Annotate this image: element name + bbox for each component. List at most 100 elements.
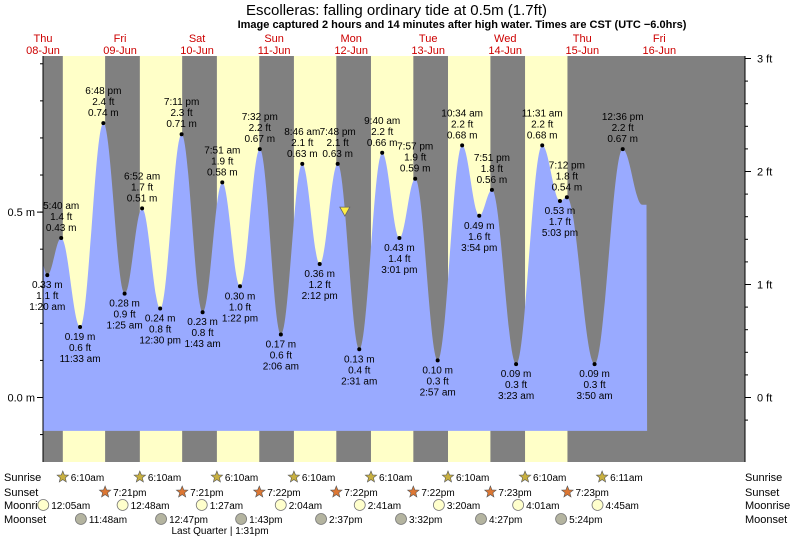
moonrise-moon-icon (432, 499, 445, 511)
tide-time: 11:31 am (522, 108, 563, 119)
tide-height-ft: 1.2 ft (309, 280, 331, 291)
tide-height-m: 0.19 m (65, 332, 96, 343)
sunset-time: 7:21pm (190, 488, 223, 499)
tide-time: 5:03 pm (542, 228, 578, 239)
day-date: 13-Jun (411, 45, 445, 57)
tide-height-ft: 2.2 ft (612, 123, 634, 134)
sunrise-star-icon (133, 470, 147, 483)
day-name: Fri (114, 33, 127, 45)
tide-height-ft: 2.4 ft (92, 97, 114, 108)
tide-time: 6:48 pm (85, 86, 121, 97)
sunset-label-left: Sunset (4, 487, 38, 499)
day-name: Tue (419, 33, 438, 45)
moonrise-label-right: Moonrise (745, 500, 790, 512)
low-tide-point (592, 362, 597, 367)
low-tide-point (435, 358, 440, 363)
sunrise-star-icon (518, 470, 532, 483)
sunrise-time: 6:10am (71, 473, 104, 484)
moonrise-time: 2:41am (368, 501, 401, 512)
astro-rows: Sunrise Sunrise 6:10am 6:10am 6:10am 6:10am 6:… (4, 470, 790, 526)
sunrise-star-icon (364, 470, 378, 483)
tide-time: 3:54 pm (461, 243, 497, 254)
tide-time: 9:40 am (364, 116, 400, 127)
tide-time: 1:25 am (107, 321, 143, 332)
low-tide-point (357, 347, 362, 352)
tide-time: 1:43 am (185, 339, 221, 350)
tide-height-ft: 2.1 ft (327, 138, 349, 149)
tide-height-m: 0.28 m (109, 299, 140, 310)
tide-height-m: 0.09 m (501, 369, 532, 380)
low-tide-point (317, 262, 322, 267)
tide-time: 11:33 am (60, 354, 101, 365)
tide-time: 6:52 am (124, 171, 160, 182)
tide-time: 12:30 pm (139, 336, 181, 347)
day-date: 14-Jun (488, 45, 522, 57)
high-tide-point (540, 143, 545, 148)
high-tide-point (140, 206, 145, 211)
sunrise-label-right: Sunrise (745, 472, 782, 484)
tide-height-ft: 0.3 ft (427, 376, 449, 387)
tide-height-m: 0.24 m (145, 314, 176, 325)
tide-height-m: 0.67 m (607, 134, 638, 145)
tide-height-m: 0.68 m (527, 130, 558, 141)
moonset-time: 11:48am (89, 515, 127, 526)
tide-time: 3:50 am (577, 391, 613, 402)
sunrise-star-icon (287, 470, 301, 483)
moonset-time: 3:32pm (409, 515, 442, 526)
tide-time: 2:06 am (263, 361, 299, 372)
tide-time: 2:12 pm (302, 291, 338, 302)
right-tick-label: 3 ft (757, 54, 772, 66)
tide-height-ft: 0.6 ft (270, 350, 292, 361)
tide-height-ft: 1.8 ft (556, 171, 578, 182)
day-name: Sat (189, 33, 206, 45)
sunset-star-icon (406, 485, 420, 498)
tide-height-m: 0.17 m (266, 339, 297, 350)
sunset-star-icon (560, 485, 574, 498)
tide-height-m: 0.23 m (187, 317, 218, 328)
tide-points: 0.33 m1.1 ft1:20 am5:40 am1.4 ft0.43 m0.… (29, 86, 643, 402)
sunrise-star-icon (56, 470, 70, 483)
tide-height-m: 0.67 m (244, 134, 275, 145)
sunset-time: 7:22pm (421, 488, 454, 499)
day-date: 09-Jun (103, 45, 137, 57)
low-tide-point (278, 332, 283, 337)
day-name: Wed (494, 33, 516, 45)
sunset-star-icon (252, 485, 266, 498)
moonset-time: 12:47pm (169, 515, 208, 526)
day-name: Mon (340, 33, 361, 45)
high-tide-point (335, 161, 340, 166)
moonrise-moon-icon (37, 499, 50, 511)
tide-time: 7:57 pm (397, 142, 433, 153)
tide-time: 7:51 pm (474, 153, 510, 164)
tide-height-m: 0.36 m (304, 269, 335, 280)
high-tide-point (300, 161, 305, 166)
right-tick-label: 2 ft (757, 167, 772, 179)
left-tick-label: 0.0 m (7, 393, 35, 405)
tide-height-m: 0.10 m (422, 365, 453, 376)
tide-height-m: 0.63 m (287, 149, 318, 160)
tide-height-ft: 0.8 ft (191, 328, 213, 339)
moonset-time: 5:24pm (569, 515, 602, 526)
tide-height-ft: 0.4 ft (348, 365, 370, 376)
high-tide-point (620, 147, 625, 152)
day-date: 10-Jun (180, 45, 214, 57)
low-tide-point (45, 273, 50, 278)
tide-height-m: 0.33 m (32, 280, 63, 291)
tide-height-ft: 0.8 ft (149, 325, 171, 336)
tide-height-m: 0.13 m (344, 354, 375, 365)
moonrise-moon-icon (274, 499, 287, 511)
sunrise-time: 6:10am (302, 473, 335, 484)
sunset-star-icon (483, 485, 497, 498)
tide-height-ft: 1.7 ft (549, 217, 571, 228)
tide-time: 7:12 pm (549, 160, 585, 171)
moonrise-moon-icon (116, 499, 129, 511)
sunset-star-icon (98, 485, 112, 498)
tide-height-ft: 0.3 ft (583, 380, 605, 391)
tide-height-ft: 2.2 ft (371, 127, 393, 138)
tide-time: 5:40 am (43, 201, 79, 212)
day-name: Sun (264, 33, 284, 45)
right-tick-label: 1 ft (757, 280, 772, 292)
tide-height-ft: 2.1 ft (291, 138, 313, 149)
moonset-moon-icon (475, 513, 487, 525)
moonset-time: 4:27pm (489, 515, 522, 526)
